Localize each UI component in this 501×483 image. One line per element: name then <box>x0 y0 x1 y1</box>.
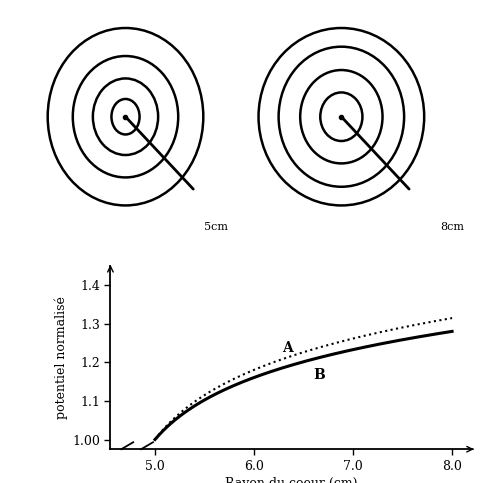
Text: 8cm: 8cm <box>439 222 463 232</box>
Text: B: B <box>313 368 325 382</box>
Text: 5cm: 5cm <box>203 222 227 232</box>
Text: A: A <box>281 341 292 355</box>
X-axis label: Rayon du coeur (cm): Rayon du coeur (cm) <box>224 477 357 483</box>
Y-axis label: potentiel normalisé: potentiel normalisé <box>55 296 68 419</box>
